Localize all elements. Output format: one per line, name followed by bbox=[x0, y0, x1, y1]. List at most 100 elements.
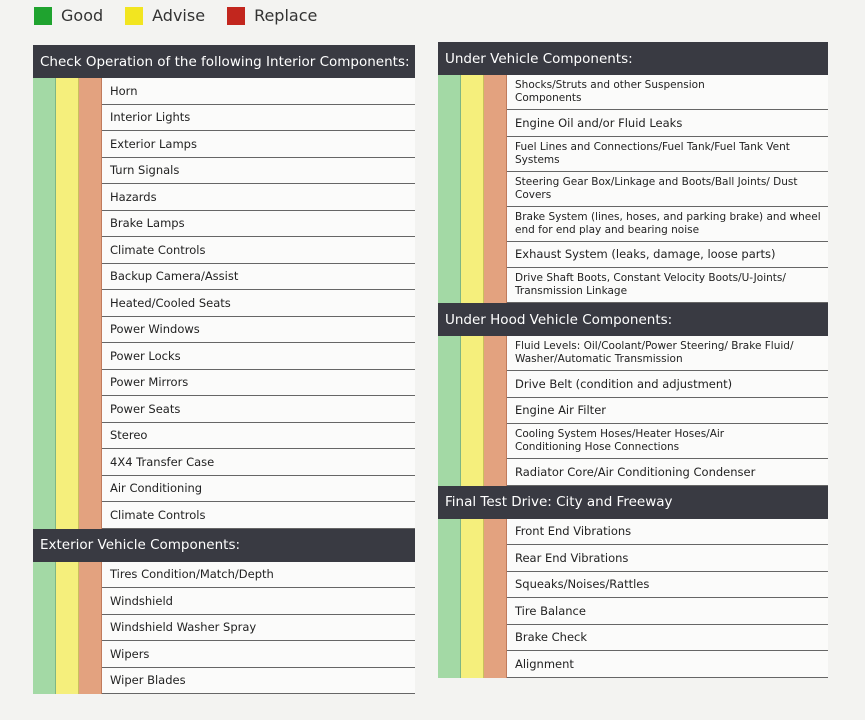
advise-box[interactable] bbox=[461, 651, 484, 678]
replace-box[interactable] bbox=[484, 651, 507, 678]
advise-box[interactable] bbox=[56, 316, 79, 343]
replace-box[interactable] bbox=[79, 475, 102, 502]
advise-box[interactable] bbox=[56, 237, 79, 264]
replace-box[interactable] bbox=[79, 667, 102, 694]
advise-box[interactable] bbox=[461, 598, 484, 625]
advise-box[interactable] bbox=[56, 78, 79, 105]
replace-box[interactable] bbox=[484, 624, 507, 651]
good-box[interactable] bbox=[438, 397, 461, 424]
good-box[interactable] bbox=[438, 651, 461, 678]
good-box[interactable] bbox=[33, 475, 56, 502]
advise-box[interactable] bbox=[461, 545, 484, 572]
advise-box[interactable] bbox=[56, 157, 79, 184]
replace-box[interactable] bbox=[79, 343, 102, 370]
replace-box[interactable] bbox=[484, 110, 507, 137]
advise-box[interactable] bbox=[56, 588, 79, 615]
good-box[interactable] bbox=[33, 502, 56, 529]
replace-box[interactable] bbox=[79, 104, 102, 131]
replace-box[interactable] bbox=[484, 371, 507, 398]
good-box[interactable] bbox=[33, 614, 56, 641]
advise-box[interactable] bbox=[56, 614, 79, 641]
advise-box[interactable] bbox=[461, 459, 484, 486]
good-box[interactable] bbox=[33, 290, 56, 317]
good-box[interactable] bbox=[438, 571, 461, 598]
replace-box[interactable] bbox=[484, 545, 507, 572]
good-box[interactable] bbox=[33, 369, 56, 396]
replace-box[interactable] bbox=[484, 241, 507, 268]
advise-box[interactable] bbox=[461, 571, 484, 598]
advise-box[interactable] bbox=[56, 263, 79, 290]
replace-box[interactable] bbox=[484, 268, 507, 303]
advise-box[interactable] bbox=[461, 371, 484, 398]
replace-box[interactable] bbox=[79, 614, 102, 641]
replace-box[interactable] bbox=[484, 397, 507, 424]
advise-box[interactable] bbox=[56, 131, 79, 158]
good-box[interactable] bbox=[438, 545, 461, 572]
good-box[interactable] bbox=[33, 641, 56, 668]
good-box[interactable] bbox=[33, 343, 56, 370]
good-box[interactable] bbox=[438, 371, 461, 398]
advise-box[interactable] bbox=[461, 518, 484, 545]
good-box[interactable] bbox=[33, 396, 56, 423]
good-box[interactable] bbox=[33, 588, 56, 615]
good-box[interactable] bbox=[33, 157, 56, 184]
replace-box[interactable] bbox=[79, 561, 102, 588]
advise-box[interactable] bbox=[56, 667, 79, 694]
replace-box[interactable] bbox=[79, 210, 102, 237]
advise-box[interactable] bbox=[56, 396, 79, 423]
replace-box[interactable] bbox=[484, 459, 507, 486]
replace-box[interactable] bbox=[484, 336, 507, 371]
replace-box[interactable] bbox=[79, 237, 102, 264]
good-box[interactable] bbox=[438, 206, 461, 242]
replace-box[interactable] bbox=[484, 206, 507, 242]
advise-box[interactable] bbox=[461, 624, 484, 651]
advise-box[interactable] bbox=[461, 268, 484, 303]
good-box[interactable] bbox=[438, 518, 461, 545]
good-box[interactable] bbox=[33, 131, 56, 158]
replace-box[interactable] bbox=[79, 131, 102, 158]
replace-box[interactable] bbox=[79, 263, 102, 290]
advise-box[interactable] bbox=[56, 343, 79, 370]
good-box[interactable] bbox=[438, 75, 461, 110]
advise-box[interactable] bbox=[461, 110, 484, 137]
advise-box[interactable] bbox=[461, 171, 484, 207]
advise-box[interactable] bbox=[56, 502, 79, 529]
advise-box[interactable] bbox=[56, 561, 79, 588]
advise-box[interactable] bbox=[461, 241, 484, 268]
good-box[interactable] bbox=[438, 268, 461, 303]
replace-box[interactable] bbox=[484, 171, 507, 207]
good-box[interactable] bbox=[438, 136, 461, 172]
advise-box[interactable] bbox=[461, 75, 484, 110]
advise-box[interactable] bbox=[461, 424, 484, 459]
advise-box[interactable] bbox=[56, 369, 79, 396]
replace-box[interactable] bbox=[79, 502, 102, 529]
replace-box[interactable] bbox=[484, 518, 507, 545]
replace-box[interactable] bbox=[79, 422, 102, 449]
good-box[interactable] bbox=[438, 241, 461, 268]
advise-box[interactable] bbox=[461, 397, 484, 424]
good-box[interactable] bbox=[33, 316, 56, 343]
good-box[interactable] bbox=[33, 449, 56, 476]
good-box[interactable] bbox=[438, 459, 461, 486]
good-box[interactable] bbox=[438, 171, 461, 207]
replace-box[interactable] bbox=[79, 588, 102, 615]
good-box[interactable] bbox=[33, 561, 56, 588]
replace-box[interactable] bbox=[79, 449, 102, 476]
advise-box[interactable] bbox=[56, 184, 79, 211]
replace-box[interactable] bbox=[484, 424, 507, 459]
advise-box[interactable] bbox=[56, 641, 79, 668]
replace-box[interactable] bbox=[484, 136, 507, 172]
good-box[interactable] bbox=[33, 667, 56, 694]
replace-box[interactable] bbox=[79, 316, 102, 343]
advise-box[interactable] bbox=[56, 290, 79, 317]
good-box[interactable] bbox=[33, 237, 56, 264]
good-box[interactable] bbox=[33, 422, 56, 449]
good-box[interactable] bbox=[438, 424, 461, 459]
advise-box[interactable] bbox=[461, 336, 484, 371]
advise-box[interactable] bbox=[461, 136, 484, 172]
replace-box[interactable] bbox=[484, 75, 507, 110]
advise-box[interactable] bbox=[56, 475, 79, 502]
good-box[interactable] bbox=[33, 263, 56, 290]
good-box[interactable] bbox=[438, 624, 461, 651]
good-box[interactable] bbox=[438, 336, 461, 371]
